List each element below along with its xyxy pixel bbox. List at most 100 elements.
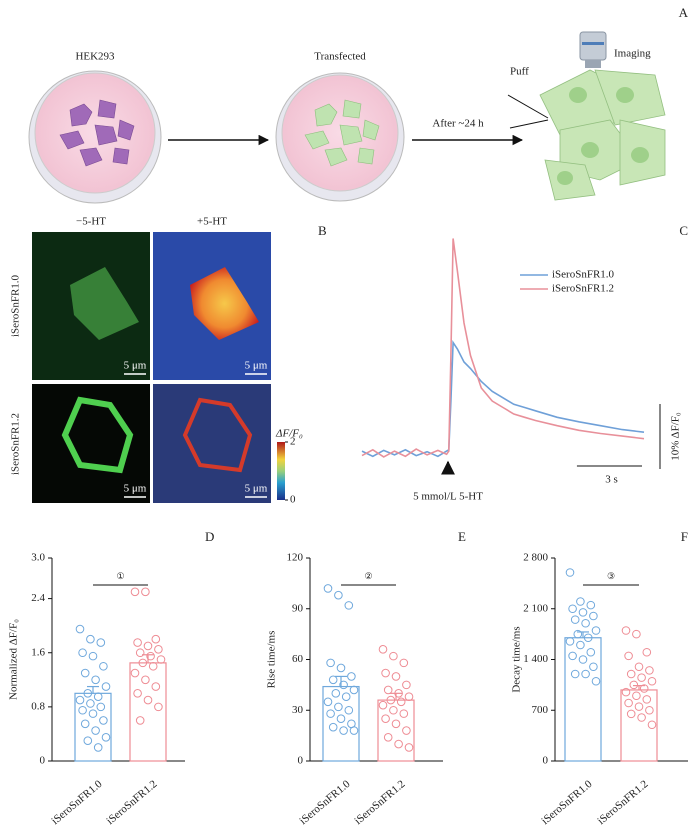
data-point: [156, 655, 166, 664]
data-point: [626, 709, 636, 719]
data-point: [576, 640, 585, 650]
y-axis-label: Rise time/ms: [266, 631, 278, 689]
data-point: [570, 669, 580, 679]
data-point: [151, 682, 161, 691]
data-point: [88, 651, 98, 661]
data-point: [133, 689, 142, 698]
significance-label: ③: [607, 571, 615, 581]
data-point: [130, 587, 140, 597]
y-axis-label: Decay time/ms: [511, 626, 523, 692]
data-point: [135, 648, 145, 658]
legend-label: iSeroSnFR1.2: [552, 283, 614, 295]
data-point: [647, 676, 657, 686]
data-point: [336, 663, 346, 673]
data-point: [91, 726, 100, 735]
data-point: [645, 705, 654, 715]
data-point: [339, 680, 348, 690]
data-point: [394, 739, 403, 749]
y-tick-label: 60: [292, 653, 304, 665]
trace: [361, 238, 645, 458]
data-point: [78, 648, 87, 658]
data-point: [91, 675, 100, 685]
colorbar-tick-label: 0: [290, 494, 296, 506]
data-point: [621, 626, 631, 635]
dish-label: HEK293: [75, 51, 115, 63]
data-point: [78, 705, 87, 715]
data-point: [135, 716, 145, 725]
data-point: [404, 692, 414, 702]
imaging-label: Imaging: [614, 48, 651, 60]
puff-label: Puff: [510, 66, 529, 78]
bar: [620, 689, 658, 762]
data-point: [96, 702, 106, 712]
data-point: [394, 689, 403, 698]
y-tick-label: 2.4: [31, 592, 45, 604]
data-point: [637, 713, 646, 722]
data-point: [639, 684, 649, 693]
data-point: [83, 689, 93, 698]
data-point: [328, 675, 338, 685]
data-point: [323, 697, 333, 707]
data-point: [391, 719, 401, 729]
data-point: [141, 587, 150, 597]
y-tick-label: 30: [292, 704, 304, 716]
data-point: [581, 618, 590, 628]
data-point: [347, 672, 356, 681]
data-point: [143, 695, 153, 705]
data-point: [565, 637, 575, 646]
panel-letter: F: [681, 529, 688, 544]
data-point: [586, 600, 596, 610]
y-tick-label: 0.8: [31, 700, 45, 712]
data-point: [334, 702, 343, 712]
panel-letter: E: [458, 529, 466, 544]
data-point: [146, 651, 155, 661]
data-point: [629, 680, 639, 690]
row-label: iSeroSnFR1.0: [10, 274, 22, 337]
data-point: [389, 651, 398, 661]
y-tick-label: 3.0: [31, 552, 45, 564]
y-tick-label: 0: [298, 755, 304, 767]
data-point: [381, 668, 390, 678]
data-point: [565, 568, 575, 577]
panel-b: −5-HT +5-HT iSeroSnFR1.0 iSeroSnFR1.2 5 …: [10, 216, 303, 503]
scale-bar-label: 5 μm: [245, 360, 268, 372]
data-point: [570, 615, 580, 624]
data-point: [637, 673, 646, 682]
panel-letter: B: [318, 223, 327, 238]
data-point: [632, 691, 641, 701]
data-point: [88, 709, 98, 718]
data-point: [645, 666, 654, 675]
x-tick-label: iSeroSnFR1.0: [539, 778, 595, 826]
data-point: [378, 700, 388, 710]
data-point: [591, 676, 601, 686]
y-tick-label: 0: [543, 755, 549, 767]
bar: [564, 637, 602, 762]
data-point: [642, 695, 652, 704]
data-point: [573, 629, 583, 639]
data-point: [154, 645, 163, 654]
y-tick-label: 700: [532, 704, 549, 716]
data-point: [381, 714, 390, 724]
data-point: [399, 658, 409, 668]
y-tick-label: 0: [40, 755, 46, 767]
data-point: [101, 733, 111, 742]
colorbar-label: ΔF/F₀: [275, 428, 303, 440]
legend-label: iSeroSnFR1.0: [552, 269, 615, 281]
data-point: [396, 697, 406, 707]
data-point: [621, 687, 631, 697]
data-point: [138, 658, 148, 668]
data-point: [130, 668, 140, 678]
data-point: [344, 705, 354, 715]
data-point: [634, 702, 644, 711]
data-point: [568, 604, 577, 614]
panel-letter: C: [679, 223, 688, 238]
data-point: [96, 638, 106, 647]
dish-label: Transfected: [314, 51, 366, 63]
data-point: [589, 611, 598, 621]
data-point: [583, 633, 593, 643]
data-point: [151, 634, 161, 644]
panel-a: HEK293 Transfected After ~24 h Puff Imag…: [28, 31, 666, 204]
data-point: [133, 638, 142, 647]
data-point: [143, 641, 153, 651]
